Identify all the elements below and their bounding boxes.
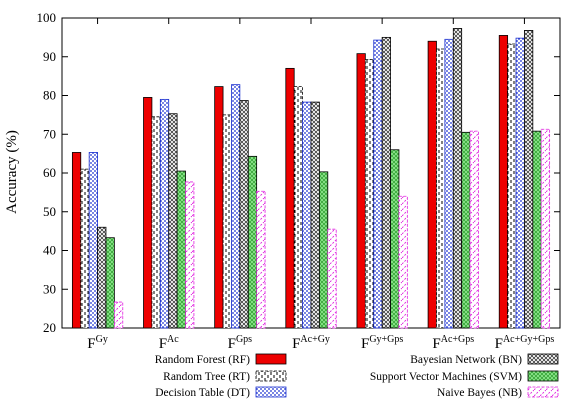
legend: Random Forest (RF) Random Tree (RT) Decisi… — [155, 353, 559, 399]
y-tick-label: 70 — [43, 126, 56, 141]
legend-swatch — [527, 353, 559, 365]
legend-swatch — [255, 353, 287, 365]
bar — [444, 38, 454, 329]
bar — [113, 301, 124, 329]
x-tick-label: FGy+Gps — [361, 334, 403, 352]
bar — [168, 113, 178, 329]
x-tick-label: FAc — [159, 334, 180, 352]
bar — [214, 86, 224, 329]
bar — [532, 130, 542, 329]
bar — [285, 67, 295, 329]
legend-swatch — [255, 370, 287, 382]
bar — [231, 84, 241, 329]
bar — [364, 59, 375, 329]
x-tick-label: FGy — [87, 334, 108, 352]
legend-swatch — [527, 386, 559, 398]
x-tick-labels: FGy FAc FGps FAc+Gy FGy+Gps FAc+Gps FAc+Gy+Gps — [87, 334, 554, 352]
legend-label: Bayesian Network (BN) — [410, 354, 522, 366]
legend-label: Random Forest (RF) — [155, 354, 250, 366]
bars — [71, 28, 551, 329]
y-tick-label: 60 — [43, 165, 56, 180]
bar — [256, 190, 266, 329]
bar — [239, 100, 249, 329]
bar — [356, 53, 366, 329]
legend-label: Support Vector Machines (SVM) — [370, 371, 522, 383]
y-tick-label: 80 — [43, 88, 56, 103]
y-tick-label: 20 — [43, 320, 56, 335]
x-tick-label: FAc+Gy — [292, 334, 330, 352]
bar — [507, 43, 517, 329]
bar — [524, 29, 534, 329]
bar — [540, 128, 551, 329]
legend-label: Decision Table (DT) — [155, 387, 250, 399]
bar — [390, 149, 400, 329]
bar — [80, 168, 90, 329]
x-tick-label: FGps — [228, 334, 253, 352]
bar — [159, 98, 170, 329]
bar — [293, 86, 304, 329]
bar — [461, 131, 471, 329]
bar — [452, 28, 463, 329]
bar — [222, 114, 232, 329]
bar — [398, 195, 408, 329]
bar — [302, 101, 312, 329]
x-tick-label: FAc+Gps — [432, 334, 474, 352]
y-tick-label: 50 — [43, 204, 56, 219]
bar — [327, 228, 337, 329]
bar — [151, 116, 161, 329]
bar — [436, 48, 446, 329]
y-tick-label: 40 — [43, 243, 56, 258]
bar — [71, 152, 82, 329]
legend-label: Random Tree (RT) — [163, 371, 250, 383]
bar — [97, 226, 107, 329]
bar — [310, 101, 320, 329]
legend-label: Naive Bayes (NB) — [437, 387, 522, 399]
bar — [381, 36, 391, 329]
bar — [427, 40, 437, 329]
y-tick-label: 90 — [43, 49, 56, 64]
bar — [247, 155, 258, 329]
bar — [176, 170, 186, 329]
y-tick-label: 30 — [43, 281, 56, 296]
bar — [373, 39, 383, 329]
legend-swatch — [527, 370, 559, 382]
bar — [88, 152, 98, 329]
bar — [185, 181, 195, 329]
bar — [498, 35, 509, 329]
bar — [515, 37, 525, 329]
x-tick-label: FAc+Gy+Gps — [495, 334, 555, 352]
legend-swatch — [255, 386, 287, 398]
bar — [469, 130, 479, 329]
bar — [318, 171, 329, 329]
y-axis-label: Accuracy (%) — [4, 130, 20, 214]
bar — [105, 237, 115, 329]
y-tick-label: 100 — [37, 10, 57, 25]
bar — [143, 97, 153, 329]
